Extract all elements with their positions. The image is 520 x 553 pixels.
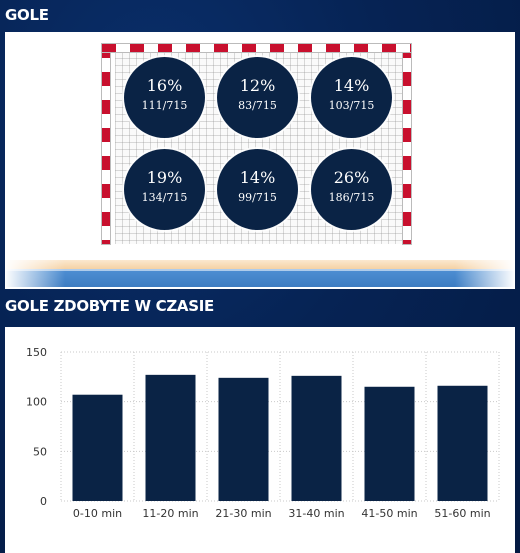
x-tick-label: 31-40 min <box>288 507 344 520</box>
zone-percent: 12% <box>239 76 276 95</box>
zone-percent: 16% <box>146 76 183 95</box>
zone-count: 99/715 <box>238 191 277 204</box>
bar-41-50-min <box>364 386 415 501</box>
goals-over-time-chart-panel: 0 50 100 150 0-10 min 11-20 min 21-30 min 31-40… <box>5 327 515 553</box>
court-floor-line <box>5 269 515 287</box>
bar-21-30-min <box>218 377 269 501</box>
zone-percent: 14% <box>239 168 276 187</box>
zone-count: 134/715 <box>141 191 188 204</box>
zone-percent: 26% <box>333 168 370 187</box>
x-tick-label: 11-20 min <box>142 507 198 520</box>
goal-zone-bottom-left: 19% 134/715 <box>124 149 205 230</box>
bar-11-20-min <box>145 374 196 501</box>
zone-count: 111/715 <box>141 99 188 112</box>
zone-count: 103/715 <box>328 99 375 112</box>
goal-zone-top-right: 14% 103/715 <box>311 57 392 138</box>
zone-count: 83/715 <box>238 99 277 112</box>
zone-percent: 14% <box>333 76 370 95</box>
bar-0-10-min <box>72 394 123 501</box>
bar-51-60-min <box>437 385 488 501</box>
y-tick-label: 150 <box>26 346 47 359</box>
goal-zone-bottom-center: 14% 99/715 <box>217 149 298 230</box>
x-tick-label: 51-60 min <box>434 507 490 520</box>
goal-crossbar <box>102 44 411 52</box>
goal-post-right <box>403 44 411 244</box>
goals-section-title: GOLE <box>5 6 49 24</box>
y-tick-label: 50 <box>33 445 47 458</box>
court-floor-wood <box>5 260 515 270</box>
goals-over-time-title: GOLE ZDOBYTE W CZASIE <box>5 297 214 315</box>
goal-zone-top-left: 16% 111/715 <box>124 57 205 138</box>
court-fade-left <box>5 242 65 289</box>
goals-over-time-bar-chart: 0 50 100 150 0-10 min 11-20 min 21-30 min 31-40… <box>26 346 500 520</box>
bar-31-40-min <box>291 375 342 501</box>
goal-zone-top-center: 12% 83/715 <box>217 57 298 138</box>
y-tick-label: 0 <box>40 495 47 508</box>
x-tick-label: 41-50 min <box>361 507 417 520</box>
court-fade-right <box>455 242 515 289</box>
x-tick-label: 0-10 min <box>73 507 122 520</box>
zone-count: 186/715 <box>328 191 375 204</box>
goal-panel: 16% 111/715 12% 83/715 14% 103/715 19% 1… <box>5 32 515 289</box>
y-tick-label: 100 <box>26 396 47 409</box>
x-tick-label: 21-30 min <box>215 507 271 520</box>
goal-post-left <box>102 44 110 244</box>
zone-percent: 19% <box>146 168 183 187</box>
goal-zone-bottom-right: 26% 186/715 <box>311 149 392 230</box>
